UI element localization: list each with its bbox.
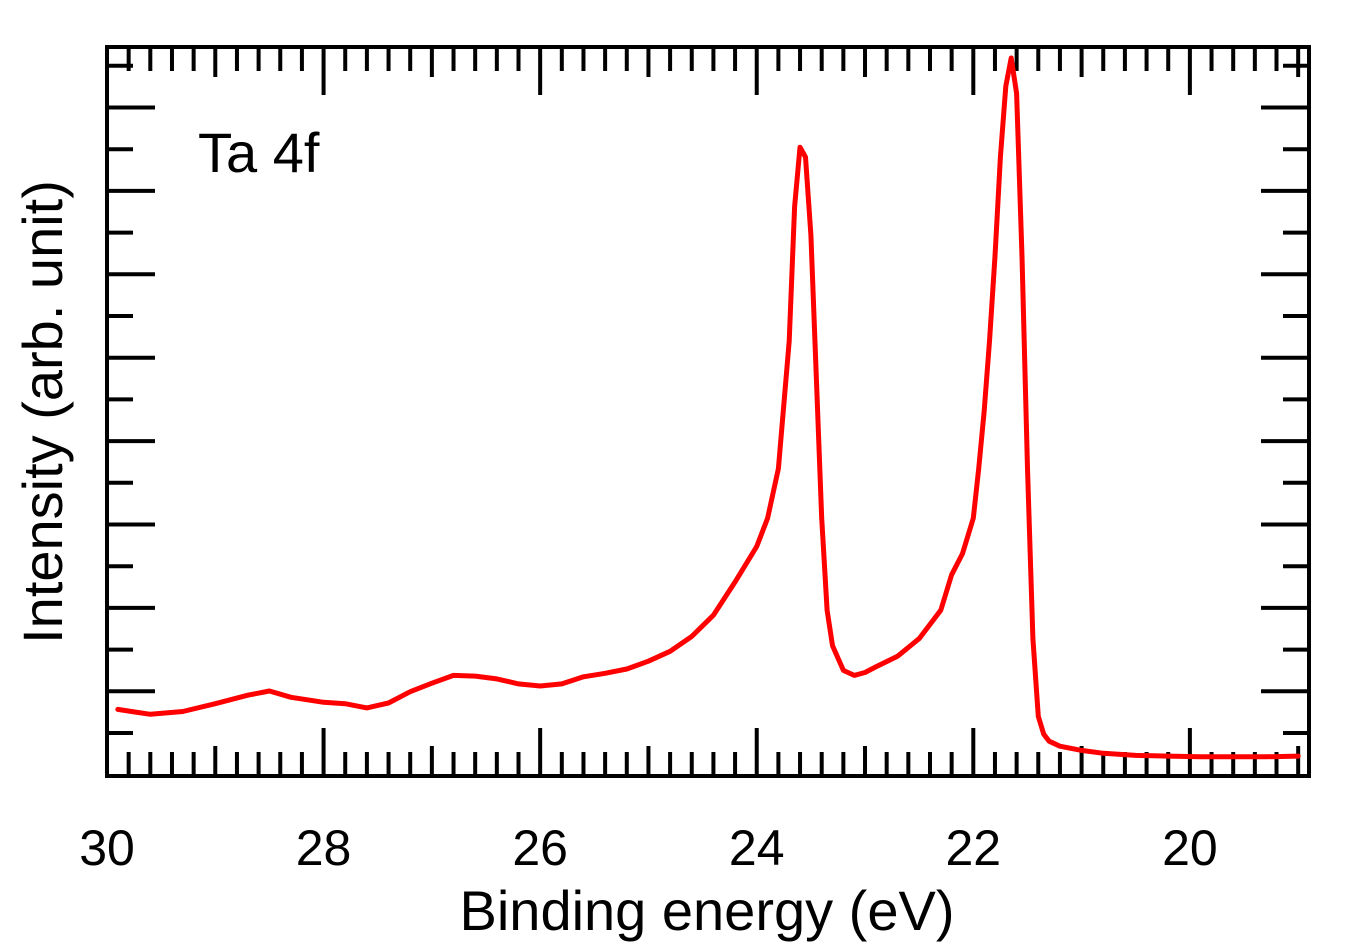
series-line [115, 55, 1301, 760]
x-tick-label: 28 [296, 820, 352, 876]
x-tick-label: 26 [512, 820, 568, 876]
y-axis-title: Intensity (arb. unit) [11, 180, 74, 644]
x-tick-label: 20 [1162, 820, 1218, 876]
x-tick-labels: 30 28 26 24 22 20 [79, 820, 1218, 876]
plot-frame [105, 45, 1311, 778]
x-tick-label: 22 [945, 820, 1001, 876]
x-tick-label: 24 [729, 820, 785, 876]
axis-ticks [105, 47, 1309, 776]
x-axis-title: Binding energy (eV) [460, 879, 955, 942]
spectrum-annotation: Ta 4f [198, 121, 320, 184]
x-tick-label: 30 [79, 820, 135, 876]
